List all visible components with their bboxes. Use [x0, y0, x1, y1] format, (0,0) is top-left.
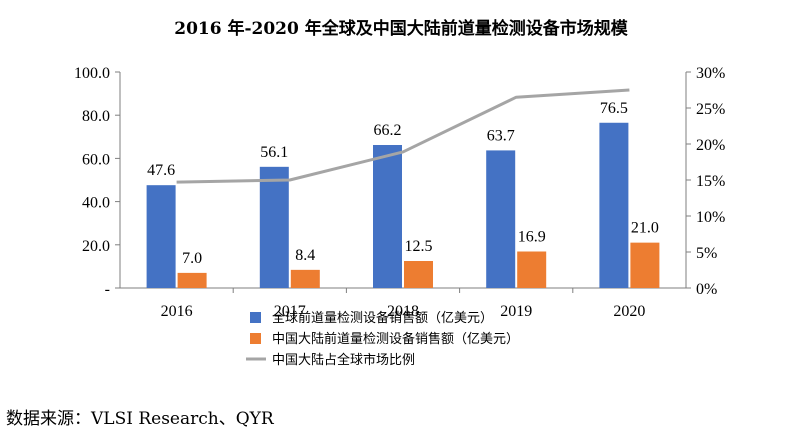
- bar-global: [146, 185, 176, 288]
- ratio-line-path: [176, 88, 630, 184]
- data-label-china: 8.4: [295, 247, 315, 264]
- left-axis-ticks: - 20.0 40.0 60.0 80.0 100.0: [74, 65, 120, 298]
- bar-china: [177, 272, 207, 288]
- legend-label: 全球前道量检测设备销售额（亿美元）: [272, 310, 493, 326]
- legend: 全球前道量检测设备销售额（亿美元） 中国大陆前道量检测设备销售额（亿美元） 中国大陆…: [246, 310, 519, 368]
- legend-swatch-global: [250, 312, 261, 323]
- data-label-china: 21.0: [631, 220, 659, 237]
- bar-global: [486, 150, 516, 288]
- bar-china: [517, 251, 547, 288]
- x-tick-label: 2016: [161, 303, 193, 320]
- legend-swatch-china: [250, 333, 261, 344]
- ratio-line: [176, 88, 630, 184]
- right-tick-label: 10%: [696, 209, 725, 226]
- left-tick-label: 60.0: [82, 151, 110, 168]
- data-label-global: 56.1: [260, 144, 288, 161]
- left-tick-label: 100.0: [74, 65, 110, 82]
- page-title: 2016 年-2020 年全球及中国大陆前道量检测设备市场规模: [174, 19, 628, 39]
- bar-china: [290, 269, 320, 288]
- x-tick-label: 2020: [613, 303, 645, 320]
- data-label-global: 76.5: [600, 100, 628, 117]
- data-label-china: 16.9: [518, 228, 546, 245]
- data-label-global: 63.7: [487, 127, 515, 144]
- right-tick-label: 30%: [696, 65, 725, 82]
- right-tick-label: 20%: [696, 137, 725, 154]
- bar-global: [259, 166, 289, 288]
- right-tick-label: 0%: [696, 281, 717, 298]
- right-tick-label: 15%: [696, 173, 725, 190]
- right-axis-ticks: 0% 5% 10% 15% 20% 25% 30%: [686, 65, 725, 298]
- data-label-global: 47.6: [147, 162, 175, 179]
- bar-china: [404, 261, 433, 288]
- bar-global: [599, 122, 629, 288]
- x-tick-label: 2018: [387, 303, 419, 320]
- x-axis-ticks: 2016 2017 2018 2019 2020: [161, 288, 645, 320]
- bar-global: [373, 145, 402, 288]
- legend-label: 中国大陆占全球市场比例: [272, 352, 415, 368]
- data-label-china: 7.0: [182, 250, 202, 267]
- left-tick-label: -: [105, 281, 110, 298]
- right-tick-label: 5%: [696, 245, 717, 262]
- bars: [146, 122, 660, 288]
- x-tick-label: 2017: [274, 303, 306, 320]
- right-tick-label: 25%: [696, 101, 725, 118]
- bar-china: [630, 242, 660, 288]
- data-labels: 47.6 7.0 56.1 8.4 66.2 12.5 63.7 16.9 76.5 21.0: [147, 100, 659, 267]
- data-label-china: 12.5: [405, 238, 433, 255]
- left-tick-label: 40.0: [82, 195, 110, 212]
- left-tick-label: 20.0: [82, 238, 110, 255]
- legend-label: 中国大陆前道量检测设备销售额（亿美元）: [272, 331, 519, 347]
- left-tick-label: 80.0: [82, 108, 110, 125]
- data-label-global: 66.2: [374, 122, 402, 139]
- source-note: 数据来源：VLSI Research、QYR: [6, 409, 274, 429]
- x-tick-label: 2019: [500, 303, 532, 320]
